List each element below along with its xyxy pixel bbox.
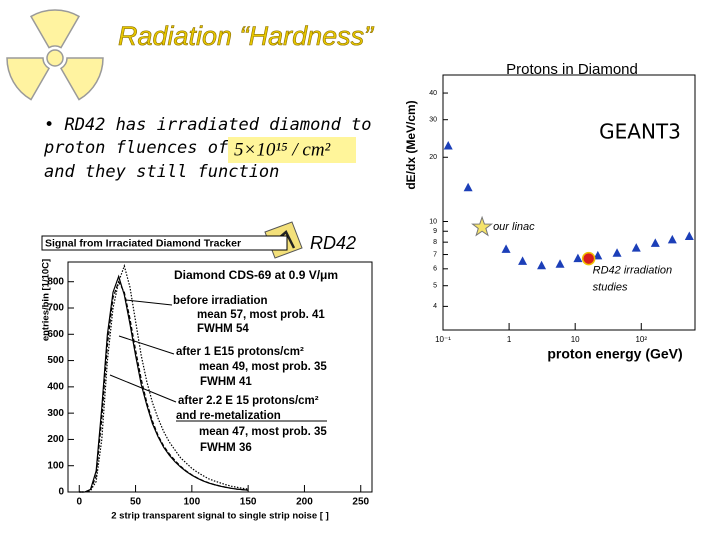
histogram-line [79,280,249,493]
y-tick-label: 0 [58,487,64,498]
triangle-point [443,140,453,150]
triangle-point [684,231,694,241]
rd42-label: RD42 irradiation studies [593,264,672,293]
trefoil-blade [6,57,51,101]
trefoil-blade [29,9,81,49]
bullet-line: proton fluences of [43,138,229,158]
star-point [471,215,494,237]
y-tick-label: 300 [47,408,64,419]
x-tick-label: 1 [507,335,512,344]
hist-frame [67,261,373,493]
triangle-point [463,182,473,192]
annotation: after 2.2 E 15 protons/cm² [178,395,319,407]
annotation: mean 49, most prob. 35 [199,361,327,373]
bullet-line: and they still function [44,162,279,182]
scatter-title: Protons in Diamond [506,61,638,78]
x-tick-label: 100 [184,497,201,508]
triangle-point [650,238,660,247]
y-tick-label: 100 [47,460,64,471]
y-tick-label: 10 [429,218,437,225]
y-tick-label: 200 [47,434,64,445]
x-tick-label: 50 [130,497,142,508]
histogram-line [79,263,249,493]
scatter-frame [442,74,696,331]
annotation: FWHM 54 [197,323,249,335]
triangle-point [593,250,603,260]
fluence-box [228,137,356,163]
slide-title: Radiation “Hardness” [118,21,374,51]
triangle-point [631,243,641,252]
y-axis-label: entries/bin [1/10C] [41,259,52,341]
triangle-point [518,256,528,265]
annotation: FWHM 41 [200,376,252,388]
hist-subtitle: Diamond CDS-69 at 0.9 V/μm [174,268,338,282]
radiation-logo [6,9,104,101]
circle-point [581,251,596,266]
x-tick-label: 150 [240,497,257,508]
annotation: before irradiation [173,295,268,307]
y-tick-label: 7 [433,251,437,258]
triangle-point [501,244,511,253]
y-tick-label: 40 [429,90,437,97]
y-tick-label: 500 [47,355,64,366]
x-tick-label: 10² [635,335,647,344]
x-tick-label: 250 [352,497,369,508]
triangle-point [555,259,565,268]
y-tick-label: 20 [429,154,437,161]
annotation: after 1 E15 protons/cm² [176,346,304,358]
trefoil-center [46,49,64,67]
bullet-line: • RD42 has irradiated diamond to [44,115,372,135]
annotation: mean 47, most prob. 35 [199,426,327,438]
triangle-point [612,248,622,257]
geant-label: GEANT3 [599,120,681,144]
annotation: and re-metalization [176,410,281,422]
y-tick-label: 800 [47,276,64,287]
hist-title-box [41,235,288,251]
x-tick-label: 200 [296,497,313,508]
x-tick-label: 0 [76,497,82,508]
trefoil-blade [59,57,104,101]
y-tick-label: 8 [433,239,437,246]
y-tick-label: 4 [433,303,437,310]
y-tick-label: 400 [47,381,64,392]
histogram-chart: 0 100 200 300 400 500 600 700 800 0 50 100 150 200 250… [47,263,370,508]
y-tick-label: 30 [429,117,437,124]
x-tick-label: 10⁻¹ [435,335,451,344]
logo-text: RD42 [310,233,356,253]
linac-label: our linac [493,221,535,233]
y-tick-label: 700 [47,303,64,314]
annotation: mean 57, most prob. 41 [197,309,325,321]
fluence: 5×10¹⁵ / cm² [234,139,331,160]
y-axis-label: dE/dx (MeV/cm) [404,100,418,189]
triangle-point [667,234,677,244]
y-tick-label: 9 [433,228,437,235]
scatter-chart: 4 5 6 7 8 9 10 20 30 40 10⁻¹ 1 10 10² our linac RD42 ir… [429,90,694,344]
triangle-point [537,260,547,270]
x-axis-label: proton energy (GeV) [547,346,682,362]
y-tick-label: 600 [47,329,64,340]
annotation: FWHM 36 [200,442,252,454]
pointer-lines [109,299,327,422]
x-axis-label: 2 strip transparent signal to single str… [111,511,328,522]
hist-title: Signal from Irraciated Diamond Tracker [45,237,241,249]
x-tick-label: 10 [571,335,580,344]
triangle-point [573,253,583,263]
y-tick-label: 5 [433,283,437,290]
y-tick-label: 6 [433,266,437,273]
